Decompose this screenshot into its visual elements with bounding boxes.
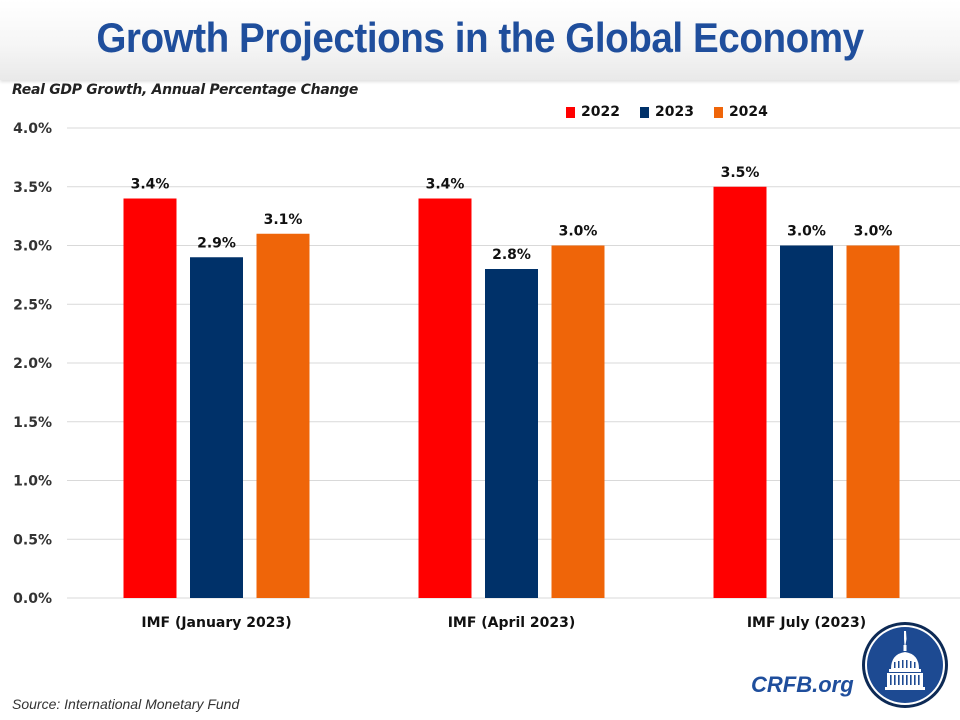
legend-swatch-2024: [713, 106, 723, 118]
data-label: 3.0%: [787, 224, 826, 240]
header-band: Growth Projections in the Global Economy: [0, 0, 960, 80]
data-label: 2.9%: [197, 235, 236, 251]
data-labels: 3.4% 2.9% 3.1% 3.4% 2.8% 3.0% 3.5% 3.0% 3.0%: [131, 165, 893, 263]
bar-2024: [846, 245, 900, 598]
bar-2023: [190, 257, 243, 598]
data-label: 2.8%: [492, 247, 531, 263]
bar-2022: [713, 186, 767, 598]
source-note: Source: International Monetary Fund: [12, 696, 240, 712]
chart-subtitle: Real GDP Growth, Annual Percentage Chang…: [12, 82, 359, 98]
category-label: IMF July (2023): [747, 615, 866, 631]
legend-item-2023: 2023: [639, 104, 694, 120]
bar-2023: [485, 269, 538, 598]
chart-legend: 2022 2023 2024: [566, 104, 788, 120]
legend-item-2024: 2024: [713, 104, 768, 120]
category-label: IMF (January 2023): [141, 615, 291, 631]
data-label: 3.4%: [426, 177, 465, 193]
data-label: 3.0%: [559, 224, 598, 240]
y-tick-label: 4.0%: [13, 121, 52, 137]
y-tick-label: 2.5%: [13, 297, 52, 313]
y-tick-label: 0.0%: [13, 591, 52, 607]
y-axis-ticks: 0.0% 0.5% 1.0% 1.5% 2.0% 2.5% 3.0% 3.5% 4.0%: [13, 121, 52, 607]
bar-2023: [780, 245, 833, 598]
y-tick-label: 1.0%: [13, 474, 52, 490]
x-axis-categories: IMF (January 2023) IMF (April 2023) IMF Ju…: [141, 615, 866, 631]
data-label: 3.5%: [721, 165, 760, 181]
data-label: 3.0%: [854, 224, 893, 240]
bar-2022: [123, 198, 177, 598]
bar-2024: [551, 245, 605, 598]
y-tick-label: 0.5%: [13, 532, 52, 548]
y-tick-label: 2.0%: [13, 356, 52, 372]
bar-2024: [256, 233, 310, 598]
legend-swatch-2022: [566, 106, 575, 118]
y-tick-label: 3.5%: [13, 180, 52, 196]
legend-item-2022: 2022: [566, 104, 620, 120]
legend-label-2022: 2022: [581, 104, 620, 120]
legend-swatch-2023: [639, 106, 649, 118]
page-title: Growth Projections in the Global Economy: [96, 14, 864, 61]
legend-label-2024: 2024: [728, 104, 768, 120]
data-label: 3.1%: [264, 212, 303, 228]
category-label: IMF (April 2023): [448, 615, 576, 631]
bars: [123, 186, 900, 598]
bar-2022: [418, 198, 472, 598]
y-tick-label: 1.5%: [13, 415, 52, 431]
y-tick-label: 3.0%: [13, 239, 52, 255]
data-label: 3.4%: [131, 177, 170, 193]
capitol-dome-icon: [862, 622, 948, 708]
brand-link[interactable]: CRFB.org: [751, 672, 854, 697]
legend-label-2023: 2023: [654, 104, 694, 120]
